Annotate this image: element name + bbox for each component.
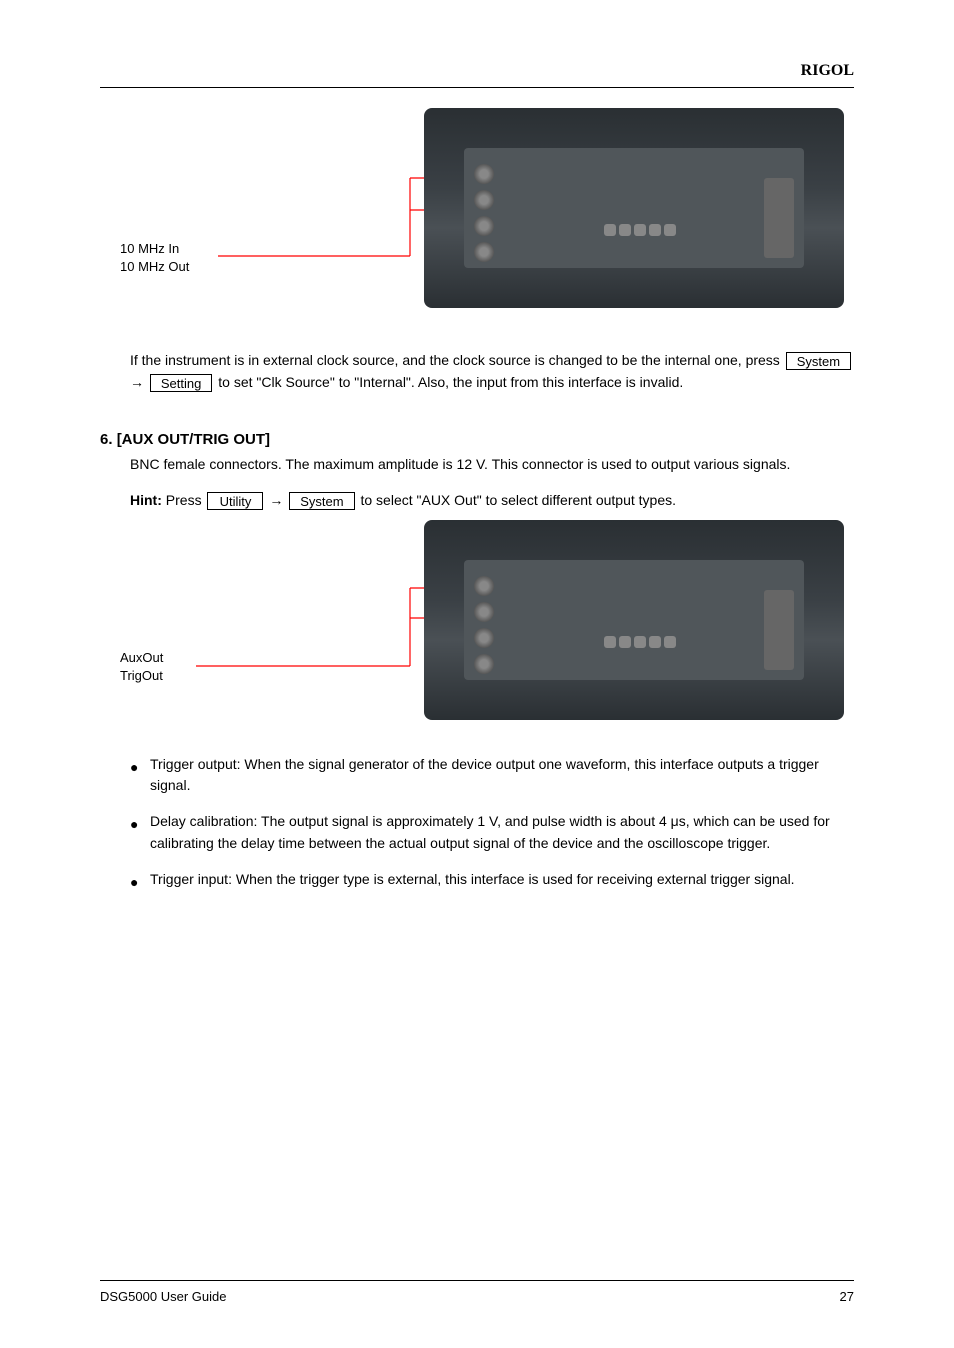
main-content: 10 MHz In 10 MHz Out (100, 108, 854, 890)
section-6-intro: BNC female connectors. The maximum ampli… (130, 454, 854, 476)
bullet-list: ● Trigger output: When the signal genera… (130, 754, 854, 890)
cert-mark-icon (619, 636, 631, 648)
cert-mark-icon (649, 636, 661, 648)
hint-paragraph: Hint: Press Utility → System to select "… (130, 490, 854, 512)
knob-icon (474, 216, 494, 236)
list-item: ● Trigger input: When the trigger type i… (130, 869, 854, 891)
cert-mark-icon (664, 636, 676, 648)
footer-doc-title: DSG5000 User Guide (100, 1289, 226, 1304)
knob-icon (474, 628, 494, 648)
para-text-2: to set "Clk Source" to "Internal". Also,… (218, 374, 683, 390)
key-setting: Setting (150, 374, 212, 392)
knob-column-2 (474, 570, 504, 690)
device-panel-1 (464, 148, 804, 268)
cert-mark-icon (604, 636, 616, 648)
bullet-dot-icon: ● (130, 814, 138, 836)
knob-icon (474, 576, 494, 596)
knob-icon (474, 164, 494, 184)
section-number: 6. (100, 431, 113, 448)
section-title-text: [AUX OUT/TRIG OUT] (117, 431, 270, 448)
device-panel-2 (464, 560, 804, 680)
key-system: System (786, 352, 851, 370)
bullet-text-1: Trigger output: When the signal generato… (150, 756, 819, 794)
page-container: RIGOL 10 MHz In 10 MHz Out (0, 0, 954, 1348)
cert-mark-icon (619, 224, 631, 236)
figure-2: AuxOut TrigOut (100, 520, 854, 750)
cert-mark-icon (634, 636, 646, 648)
bullet-text-3: Trigger input: When the trigger type is … (150, 871, 795, 887)
section-6-heading: 6. [AUX OUT/TRIG OUT] (100, 431, 854, 448)
knob-icon (474, 242, 494, 262)
key-utility: Utility (207, 492, 263, 510)
knob-icon (474, 654, 494, 674)
bullet-dot-icon: ● (130, 872, 138, 894)
brand-text: RIGOL (801, 62, 854, 80)
device-rear-photo-1 (424, 108, 844, 308)
header-rule: RIGOL (100, 60, 854, 88)
para-text-1: If the instrument is in external clock s… (130, 352, 780, 368)
key-system-2: System (289, 492, 354, 510)
callout-trigout: TrigOut (120, 668, 163, 683)
callout-10mhz-out: 10 MHz Out (120, 259, 190, 274)
intro-text: BNC female connectors. The maximum ampli… (130, 456, 790, 472)
list-item: ● Trigger output: When the signal genera… (130, 754, 854, 797)
knob-icon (474, 602, 494, 622)
paragraph-clock-source: If the instrument is in external clock s… (130, 350, 854, 393)
footer-page-number: 27 (840, 1289, 854, 1304)
bullet-text-2: Delay calibration: The output signal is … (150, 813, 830, 851)
device-rear-photo-2 (424, 520, 844, 720)
knob-column-1 (474, 158, 504, 278)
arrow-symbol: → (130, 374, 144, 390)
hint-post: to select "AUX Out" to select different … (360, 492, 676, 508)
right-port-panel-1 (764, 178, 794, 258)
callout-auxout: AuxOut (120, 650, 164, 665)
callout-10mhz-in: 10 MHz In (120, 241, 179, 256)
hint-label: Hint: (130, 492, 162, 508)
bullet-dot-icon: ● (130, 757, 138, 779)
list-item: ● Delay calibration: The output signal i… (130, 811, 854, 854)
callout-lines-1: 10 MHz In 10 MHz Out (100, 108, 440, 288)
right-port-panel-2 (764, 590, 794, 670)
cert-icons-2 (604, 636, 676, 648)
knob-icon (474, 190, 494, 210)
cert-mark-icon (634, 224, 646, 236)
cert-mark-icon (604, 224, 616, 236)
page-footer: DSG5000 User Guide 27 (100, 1280, 854, 1308)
hint-pre: Press (166, 492, 202, 508)
figure-1: 10 MHz In 10 MHz Out (100, 108, 854, 338)
callout-lines-2: AuxOut TrigOut (100, 520, 440, 700)
cert-icons-1 (604, 224, 676, 236)
cert-mark-icon (649, 224, 661, 236)
arrow-symbol-2: → (269, 492, 283, 508)
cert-mark-icon (664, 224, 676, 236)
